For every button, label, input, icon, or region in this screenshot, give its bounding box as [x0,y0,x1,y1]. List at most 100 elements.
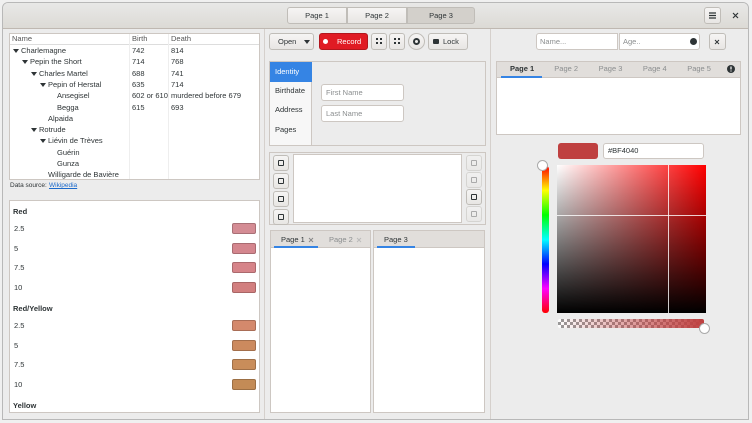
icon [278,178,284,184]
color-label: 2.5 [14,320,25,330]
tree-name[interactable]: Guérin [57,147,80,157]
notebook-tab[interactable]: Page 3 [384,235,408,244]
tree-view [9,33,260,180]
tree-birth: 635 [132,79,145,89]
tree-name[interactable]: Gunza [57,159,80,168]
edit-button[interactable] [466,155,482,171]
entry-placeholder: Age.. [623,36,641,46]
text-entry[interactable] [321,105,404,122]
notebook [270,230,371,413]
color-swatch [232,223,256,234]
tree-name[interactable]: Rotrude [39,125,66,135]
format-button[interactable] [273,155,289,171]
stack-tab[interactable]: Page 2 [347,7,407,24]
tree-name[interactable]: Charles Martel [39,68,88,78]
expander-arrow [22,60,28,65]
color-list [9,200,260,413]
entry-icon [690,38,697,45]
hue-slider[interactable] [542,166,549,313]
icon [471,177,477,183]
lock-button[interactable] [428,33,468,50]
hue-knob[interactable] [537,160,548,171]
tree-name[interactable]: Pepin the Short [30,57,82,67]
format-button[interactable] [273,173,289,189]
crosshair-h [557,215,706,216]
color-swatch [232,339,256,351]
source-link[interactable]: Wikipedia [49,182,78,189]
text-view[interactable] [293,154,462,223]
form-tab-label: Pages [275,125,297,134]
column-header: Birth [132,34,148,43]
notebook-tab[interactable]: Page 2 [554,64,579,73]
entry-placeholder: First Name [326,87,363,97]
tree-name[interactable]: Liévin de Trèves [48,136,103,146]
tab-close[interactable] [714,39,720,45]
color-plane[interactable] [557,165,706,313]
entry-placeholder: Name... [540,36,567,46]
edit-button[interactable] [466,189,482,205]
notebook-tabbar [374,231,484,248]
tree-birth: 714 [132,57,145,67]
tree-name[interactable]: Willigarde de Bavière [48,170,119,180]
alpha-knob[interactable] [699,323,710,334]
color-label: 7.5 [14,360,25,370]
lock-label: Lock [443,36,459,46]
form-frame [269,61,486,146]
tree-birth: 602 or 610 [132,91,168,101]
search-entry[interactable] [536,33,618,50]
source-prefix: Data source: [10,182,47,189]
tab-underline [274,246,318,248]
tree-death: 814 [171,46,184,55]
color-swatch [232,282,256,294]
tree-death: 714 [171,79,184,89]
close-button[interactable] [727,7,744,24]
format-button[interactable] [273,191,289,207]
expander-arrow [31,128,37,133]
stack-tab[interactable]: Page 3 [407,7,475,24]
color-label: 7.5 [14,263,25,273]
color-swatch[interactable] [558,143,598,159]
icon [471,194,477,200]
tree-name[interactable]: Charlemagne [21,46,67,55]
open-button[interactable] [269,33,314,50]
tab-close[interactable] [356,237,362,243]
close-icon [732,12,739,19]
crosshair-v [668,165,669,313]
record-button[interactable] [319,33,368,50]
search-entry[interactable] [619,33,700,50]
stack-tab[interactable]: Page 1 [287,7,347,24]
tree-name[interactable]: Begga [57,102,79,112]
notebook-tabbar [271,231,370,248]
tree-name[interactable]: Pepin of Herstal [48,79,102,89]
tab-close[interactable] [308,237,314,243]
tree-header [10,34,259,45]
icon [394,38,400,44]
format-button[interactable] [273,209,289,225]
group-header: Red/Yellow [13,303,53,313]
alpha-slider[interactable] [558,319,704,328]
icon [471,211,477,217]
notebook-tab[interactable]: Page 3 [598,64,623,73]
notebook-tab[interactable]: Page 5 [687,64,711,73]
expander-arrow [304,39,310,44]
color-swatch [232,262,256,274]
text-frame [269,152,486,225]
notebook-tab[interactable]: Page 1 [510,64,535,73]
menu-button[interactable] [704,7,721,24]
color-entry[interactable] [603,143,704,159]
edit-button[interactable] [466,172,482,188]
edit-button[interactable] [466,206,482,222]
notebook-tab[interactable]: Page 1 [281,235,305,244]
notebook-tab[interactable]: Page 4 [642,64,667,73]
menu-icon [709,12,716,19]
record-dot [323,39,328,44]
icon-button[interactable] [371,33,387,50]
tree-name[interactable]: Alpaida [48,113,74,123]
form-tab[interactable] [270,62,312,82]
icon-button[interactable] [389,33,405,50]
notebook-tab[interactable]: Page 2 [329,235,353,244]
tree-name[interactable]: Ansegisel [57,91,90,101]
color-swatch [232,319,256,331]
text-entry[interactable] [321,84,404,101]
